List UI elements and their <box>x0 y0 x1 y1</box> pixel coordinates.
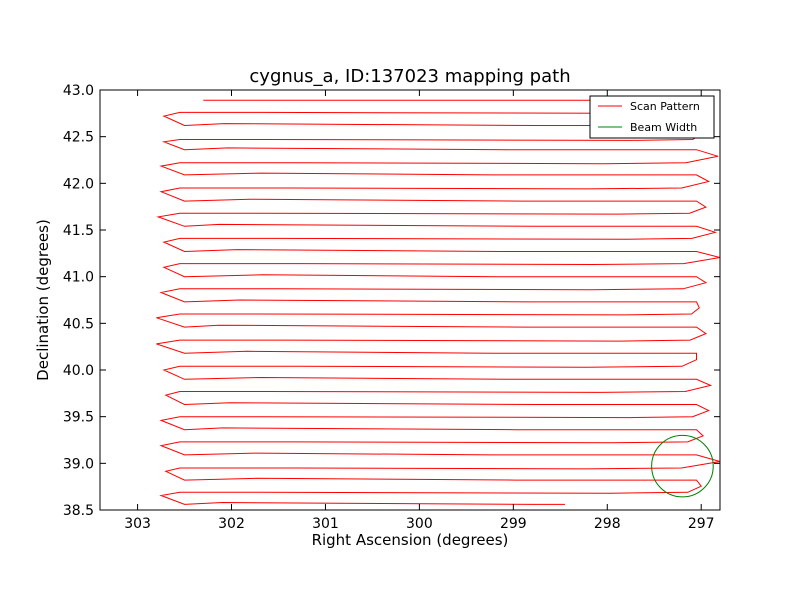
x-tick-label: 301 <box>312 516 339 532</box>
legend: Scan Pattern Beam Width <box>589 95 715 139</box>
y-tick-label: 40.0 <box>63 363 94 379</box>
x-tick-label: 300 <box>406 516 433 532</box>
legend-box <box>589 95 715 139</box>
x-axis: 303 302 301 300 299 298 297 <box>124 90 715 532</box>
scan-pattern-line <box>156 99 720 505</box>
x-tick-label: 303 <box>124 516 151 532</box>
y-axis-label: Declination (degrees) <box>34 219 52 381</box>
y-tick-label: 39.5 <box>63 410 94 426</box>
y-tick-label: 41.0 <box>63 270 94 286</box>
y-tick-label: 39.0 <box>63 456 94 472</box>
plot-area <box>156 99 720 505</box>
x-tick-label: 297 <box>688 516 715 532</box>
legend-label-beam-width: Beam Width <box>630 121 697 134</box>
y-axis: 38.5 39.0 39.5 40.0 40.5 41.0 41.5 42.0 42.5 43.0 <box>63 83 720 519</box>
x-axis-label: Right Ascension (degrees) <box>312 531 509 549</box>
x-tick-label: 302 <box>218 516 245 532</box>
y-tick-label: 41.5 <box>63 223 94 239</box>
x-tick-label: 299 <box>500 516 527 532</box>
y-tick-label: 42.5 <box>63 130 94 146</box>
y-tick-label: 43.0 <box>63 83 94 99</box>
legend-label-scan-pattern: Scan Pattern <box>630 100 700 113</box>
chart-title: cygnus_a, ID:137023 mapping path <box>249 66 570 87</box>
x-tick-label: 298 <box>594 516 621 532</box>
y-tick-label: 40.5 <box>63 316 94 332</box>
beam-width-circle <box>651 434 714 498</box>
y-tick-label: 42.0 <box>63 176 94 192</box>
plot-frame <box>99 89 721 511</box>
y-tick-label: 38.5 <box>63 503 94 519</box>
